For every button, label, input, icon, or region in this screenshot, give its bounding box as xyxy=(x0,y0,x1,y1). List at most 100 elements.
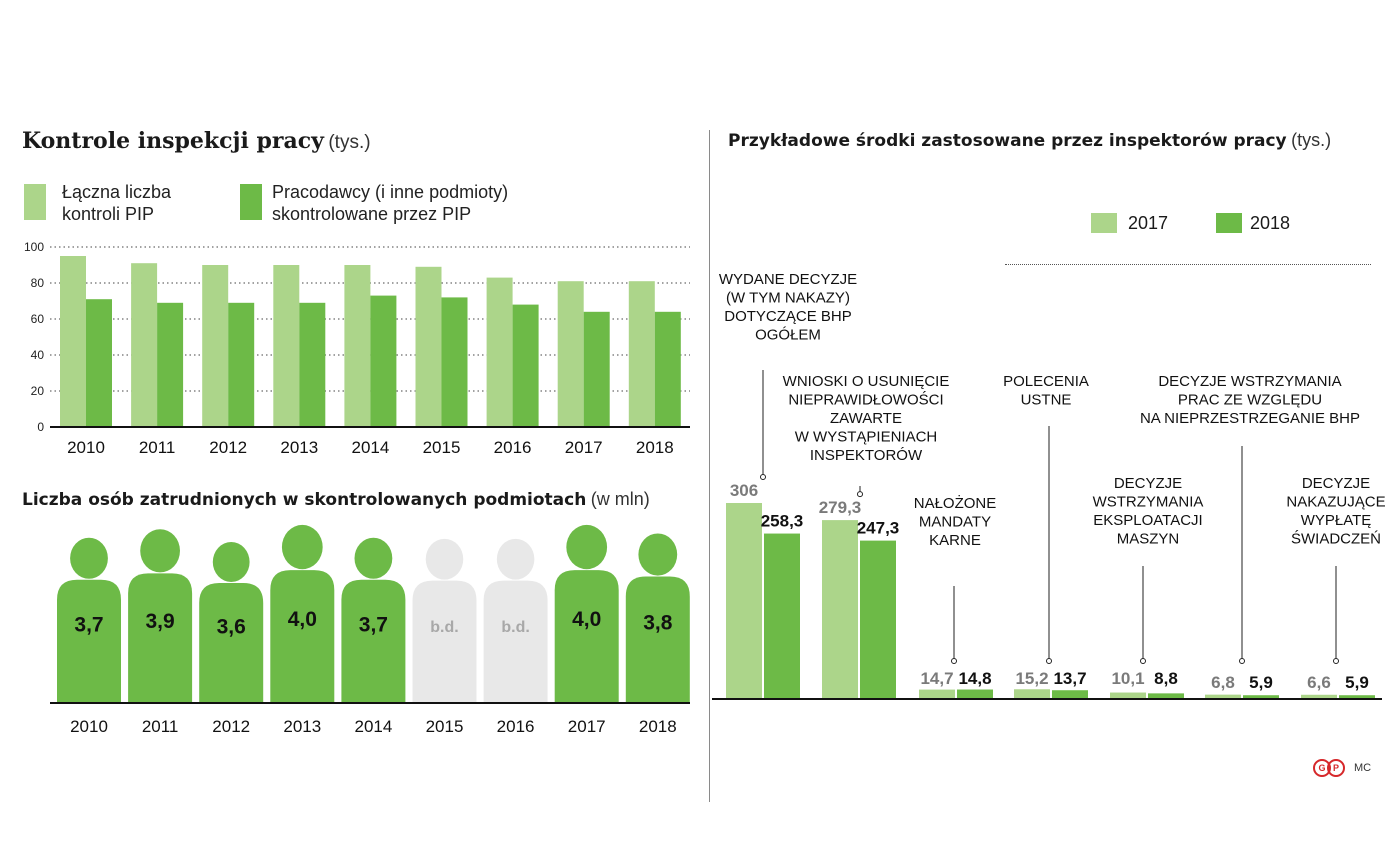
zatrudnieni-title-block: Liczba osób zatrudnionych w skontrolowan… xyxy=(22,489,650,510)
value-label-2017-cat2: 14,7 xyxy=(920,669,953,688)
person-head xyxy=(425,538,464,580)
value-label-2017-cat4: 10,1 xyxy=(1111,669,1144,688)
x-tick-label: 2010 xyxy=(70,717,108,736)
person-body xyxy=(57,579,121,703)
person-figure-2018 xyxy=(625,533,690,703)
person-figure-2015 xyxy=(412,538,477,703)
legend-total-line2: kontroli PIP xyxy=(62,204,155,224)
person-figure-2017 xyxy=(554,524,619,703)
bar-2017-s0 xyxy=(557,281,584,427)
x-tick-label: 2013 xyxy=(283,717,321,736)
bar-2012-s1 xyxy=(228,302,255,427)
srodki-unit: (tys.) xyxy=(1291,130,1332,150)
bar-2018-cat6 xyxy=(1339,695,1375,699)
category-label-line: INSPEKTORÓW xyxy=(810,447,923,464)
person-head xyxy=(566,524,608,570)
bar-2017-cat1 xyxy=(822,520,858,699)
legend-employers-line2: skontrolowane przez PIP xyxy=(272,204,472,224)
bar-2010-s0 xyxy=(60,256,86,427)
x-tick-label: 2013 xyxy=(280,438,318,457)
kontrole-title: Kontrole inspekcji pracy xyxy=(22,128,324,154)
y-tick-label: 100 xyxy=(24,240,44,254)
category-label-line: DECYZJE xyxy=(1302,475,1370,492)
category-label-line: EKSPLOATACJI xyxy=(1093,512,1202,529)
bar-2017-cat0 xyxy=(726,503,762,699)
category-label-line: DOTYCZĄCE BHP xyxy=(724,308,852,325)
x-tick-label: 2016 xyxy=(494,438,532,457)
value-label-2017-cat0: 306 xyxy=(730,481,758,500)
leader-dot xyxy=(1239,658,1245,664)
leader-dot xyxy=(951,658,957,664)
value-label-2018-cat4: 8,8 xyxy=(1154,669,1178,688)
x-tick-label: 2014 xyxy=(351,438,389,457)
x-tick-label: 2018 xyxy=(639,717,677,736)
person-figure-2016 xyxy=(483,538,548,703)
bar-2017-cat2 xyxy=(919,689,955,699)
bar-2013-s1 xyxy=(299,302,326,427)
leader-dot xyxy=(1046,658,1052,664)
bar-2018-cat4 xyxy=(1148,693,1184,699)
legend-swatch-2017 xyxy=(1091,213,1117,233)
y-tick-label: 60 xyxy=(31,312,45,326)
section-divider xyxy=(709,130,710,802)
person-head xyxy=(496,538,535,580)
person-value-label: 3,6 xyxy=(217,615,246,638)
zatrudnieni-title: Liczba osób zatrudnionych w skontrolowan… xyxy=(22,490,587,510)
credit-text: MC xyxy=(1354,762,1372,774)
category-label-line: WSTRZYMANIA xyxy=(1093,494,1204,511)
bar-2016-s0 xyxy=(486,277,513,427)
category-label-line: KARNE xyxy=(929,532,981,549)
person-head xyxy=(140,529,180,573)
value-label-2017-cat1: 279,3 xyxy=(819,498,862,517)
bar-2017-cat5 xyxy=(1205,694,1241,699)
bar-2017-cat3 xyxy=(1014,689,1050,699)
y-tick-label: 80 xyxy=(31,276,45,290)
bar-2013-s0 xyxy=(273,265,300,427)
person-value-label: b.d. xyxy=(501,619,529,636)
person-value-label: 3,9 xyxy=(145,610,174,633)
leader-dot xyxy=(760,474,766,480)
value-label-2018-cat2: 14,8 xyxy=(958,669,991,688)
srodki-title: Przykładowe środki zastosowane przez ins… xyxy=(728,131,1287,151)
legend-swatch-employers xyxy=(240,184,262,220)
bar-2018-cat0 xyxy=(764,533,800,699)
person-body xyxy=(625,576,690,703)
category-label-line: (W TYM NAKAZY) xyxy=(726,290,850,307)
person-head xyxy=(212,541,250,582)
legend-swatch-2018 xyxy=(1216,213,1242,233)
value-label-2017-cat3: 15,2 xyxy=(1015,669,1048,688)
person-body xyxy=(483,580,548,703)
category-label-line: MANDATY xyxy=(919,514,991,531)
value-label-2018-cat5: 5,9 xyxy=(1249,673,1273,692)
bar-2017-cat6 xyxy=(1301,694,1337,699)
person-body xyxy=(199,582,264,703)
y-tick-label: 0 xyxy=(37,420,44,434)
logo-mark-p: P xyxy=(1327,759,1345,777)
bar-2012-s0 xyxy=(202,265,229,427)
category-label-line: WYPŁATĘ xyxy=(1301,512,1372,529)
category-label-line: POLECENIA xyxy=(1003,373,1089,390)
category-label-line: MASZYN xyxy=(1117,531,1180,548)
bar-2016-s1 xyxy=(512,304,539,427)
kontrole-bar-chart: 0 20 40 60 80 100 2010 2011 2012 2013 2014 2015 2016… xyxy=(24,240,690,457)
legend-label-2017: 2017 xyxy=(1128,213,1169,233)
person-body xyxy=(412,580,477,703)
person-value-label: b.d. xyxy=(430,619,458,636)
bar-2011-s0 xyxy=(131,263,158,427)
value-label-2018-cat1: 247,3 xyxy=(857,519,900,538)
category-label-line: ZAWARTE xyxy=(830,410,902,427)
x-tick-label: 2018 xyxy=(636,438,674,457)
x-tick-label: 2015 xyxy=(423,438,461,457)
value-label-2017-cat5: 6,8 xyxy=(1211,673,1235,692)
person-value-label: 3,7 xyxy=(74,614,103,637)
legend-rule xyxy=(1005,264,1371,265)
zatrudnieni-pictogram-chart: 3,7 2010 3,9 2011 3,6 2012 4,0 2013 3,7 2014 b.d. 2… xyxy=(50,524,690,736)
category-label-line: ŚWIADCZEŃ xyxy=(1291,530,1381,548)
x-tick-label: 2012 xyxy=(209,438,247,457)
person-value-label: 4,0 xyxy=(288,608,317,631)
value-label-2018-cat3: 13,7 xyxy=(1053,669,1086,688)
category-label-line: OGÓŁEM xyxy=(755,327,821,344)
bar-2018-cat2 xyxy=(957,689,993,699)
x-tick-label: 2011 xyxy=(142,717,179,736)
